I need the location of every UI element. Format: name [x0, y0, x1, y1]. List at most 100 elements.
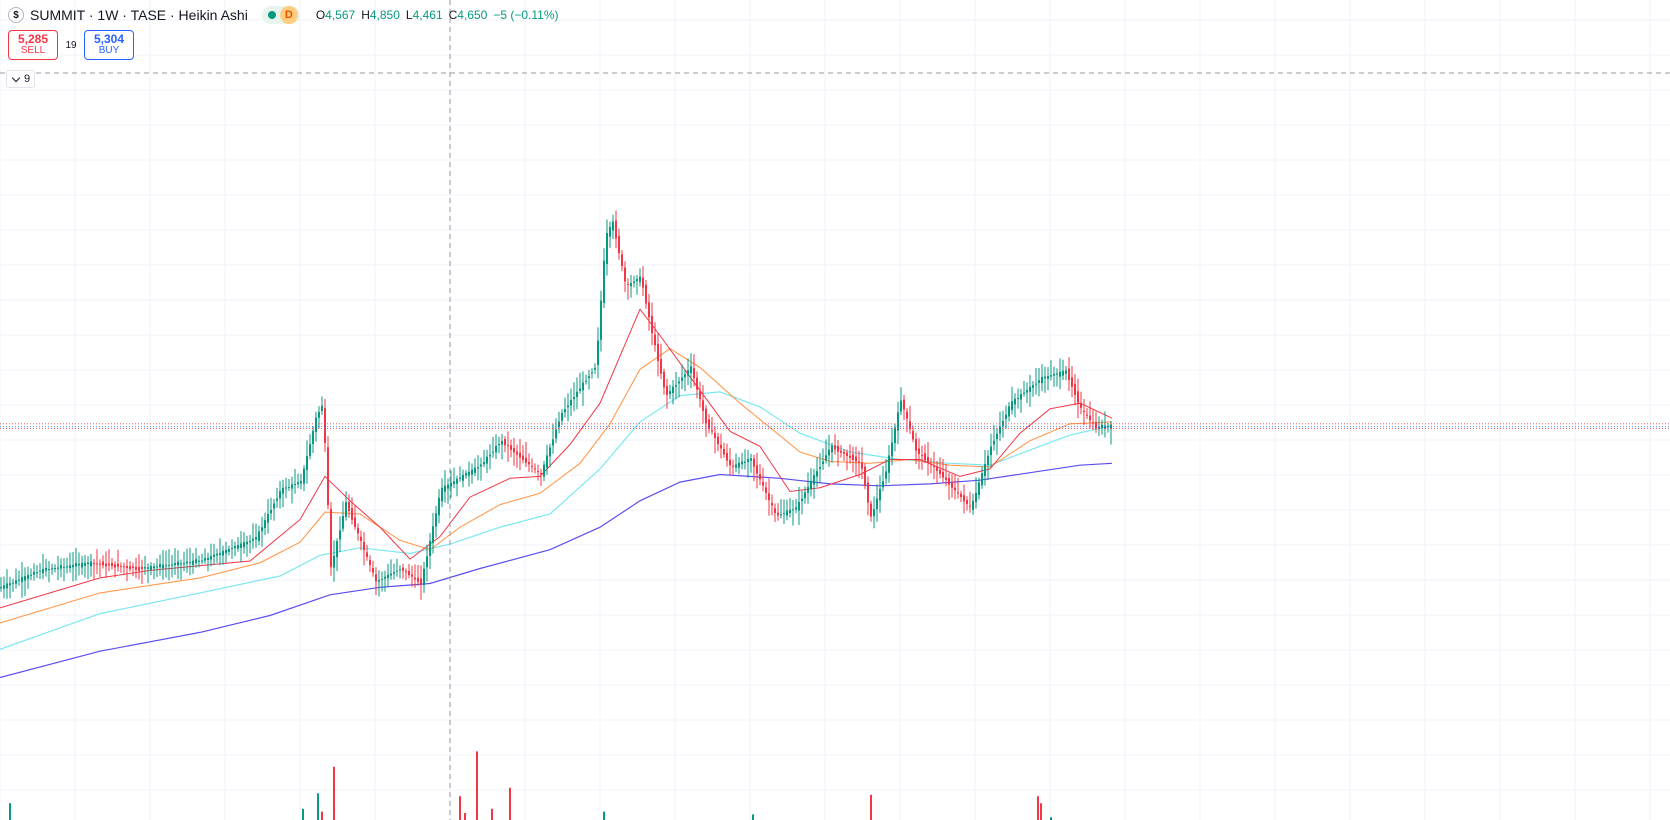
candle-body — [540, 472, 542, 475]
candle-body — [1056, 373, 1058, 375]
candle-body — [39, 570, 41, 572]
candle-body — [1104, 425, 1106, 429]
volume-bar — [9, 803, 11, 820]
candle-body — [135, 566, 137, 570]
candle-body — [1008, 406, 1010, 417]
candle-body — [645, 284, 647, 304]
buy-button[interactable]: 5,304 BUY — [84, 30, 134, 60]
candle-body — [9, 583, 11, 586]
candle-body — [675, 385, 677, 387]
market-status[interactable]: D — [261, 6, 300, 24]
candle-body — [531, 465, 533, 467]
candle-body — [555, 429, 557, 439]
candle-body — [678, 381, 680, 384]
candle-body — [909, 421, 911, 430]
candle-body — [297, 482, 299, 485]
candle-body — [108, 563, 110, 566]
candle-body — [1017, 397, 1019, 399]
candle-body — [432, 526, 434, 544]
candle-body — [885, 471, 887, 479]
candle-body — [672, 386, 674, 394]
buy-label: BUY — [98, 45, 120, 56]
spread-value: 19 — [65, 39, 77, 51]
candle-body — [468, 471, 470, 476]
candle-body — [1062, 370, 1064, 376]
chevron-down-icon — [11, 73, 21, 82]
candle-body — [621, 254, 623, 266]
candle-body — [795, 507, 797, 510]
candle-body — [42, 568, 44, 574]
volume-bars — [9, 751, 1052, 820]
candle-body — [765, 487, 767, 493]
candle-body — [882, 481, 884, 488]
symbol-title[interactable]: SUMMIT · 1W · TASE · Heikin Ashi — [30, 7, 248, 23]
candle-body — [507, 445, 509, 447]
low-value: 4,461 — [412, 8, 443, 22]
candle-body — [933, 466, 935, 468]
candle-body — [21, 577, 23, 583]
candle-body — [1059, 371, 1061, 377]
candle-body — [69, 565, 71, 568]
candle-body — [474, 467, 476, 473]
candle-body — [726, 452, 728, 461]
candle-body — [516, 451, 518, 455]
candle-body — [816, 471, 818, 477]
candle-body — [171, 564, 173, 566]
candle-body — [126, 566, 128, 568]
candle-body — [336, 541, 338, 558]
candle-body — [315, 417, 317, 432]
symbol-logo-icon[interactable]: $ — [8, 7, 24, 23]
candle-body — [90, 561, 92, 567]
candle-body — [1005, 414, 1007, 419]
candle-body — [573, 397, 575, 400]
candle-body — [285, 487, 287, 489]
candle-body — [477, 467, 479, 469]
indicators-toggle-button[interactable]: 9 — [6, 70, 36, 88]
candle-body — [876, 498, 878, 510]
candle-body — [489, 454, 491, 457]
candle-body — [438, 497, 440, 516]
candle-body — [261, 527, 263, 532]
sell-price: 5,285 — [17, 32, 49, 46]
candle-body — [255, 537, 257, 540]
candle-body — [729, 459, 731, 466]
candle-body — [231, 548, 233, 550]
candle-body — [957, 492, 959, 494]
candle-body — [75, 562, 77, 567]
sell-button[interactable]: 5,285 SELL — [8, 30, 58, 60]
candle-body — [714, 432, 716, 439]
candle-body — [747, 459, 749, 462]
candle-body — [501, 440, 503, 445]
candle-body — [744, 461, 746, 463]
candle-body — [309, 444, 311, 456]
candle-body — [456, 478, 458, 484]
candle-body — [300, 481, 302, 484]
candle-body — [942, 472, 944, 478]
candle-body — [576, 391, 578, 397]
candle-body — [582, 382, 584, 391]
candle-body — [210, 556, 212, 560]
candle-body — [264, 520, 266, 528]
candle-body — [51, 568, 53, 570]
candle-body — [330, 508, 332, 568]
candle-body — [981, 473, 983, 486]
candle-body — [519, 452, 521, 458]
candle-body — [810, 480, 812, 490]
candle-body — [480, 464, 482, 467]
candle-body — [879, 488, 881, 501]
candle-body — [426, 556, 428, 568]
candle-body — [471, 469, 473, 475]
candle-body — [606, 233, 608, 264]
candle-body — [807, 486, 809, 493]
candle-body — [423, 568, 425, 586]
candle-body — [405, 571, 407, 573]
candle-body — [498, 444, 500, 446]
trade-panel: 5,285 SELL 19 5,304 BUY — [8, 30, 134, 60]
volume-bar — [509, 787, 511, 820]
ma-slow-line — [0, 391, 1113, 650]
candle-body — [921, 454, 923, 456]
candle-body — [930, 463, 932, 465]
candle-body — [375, 574, 377, 582]
